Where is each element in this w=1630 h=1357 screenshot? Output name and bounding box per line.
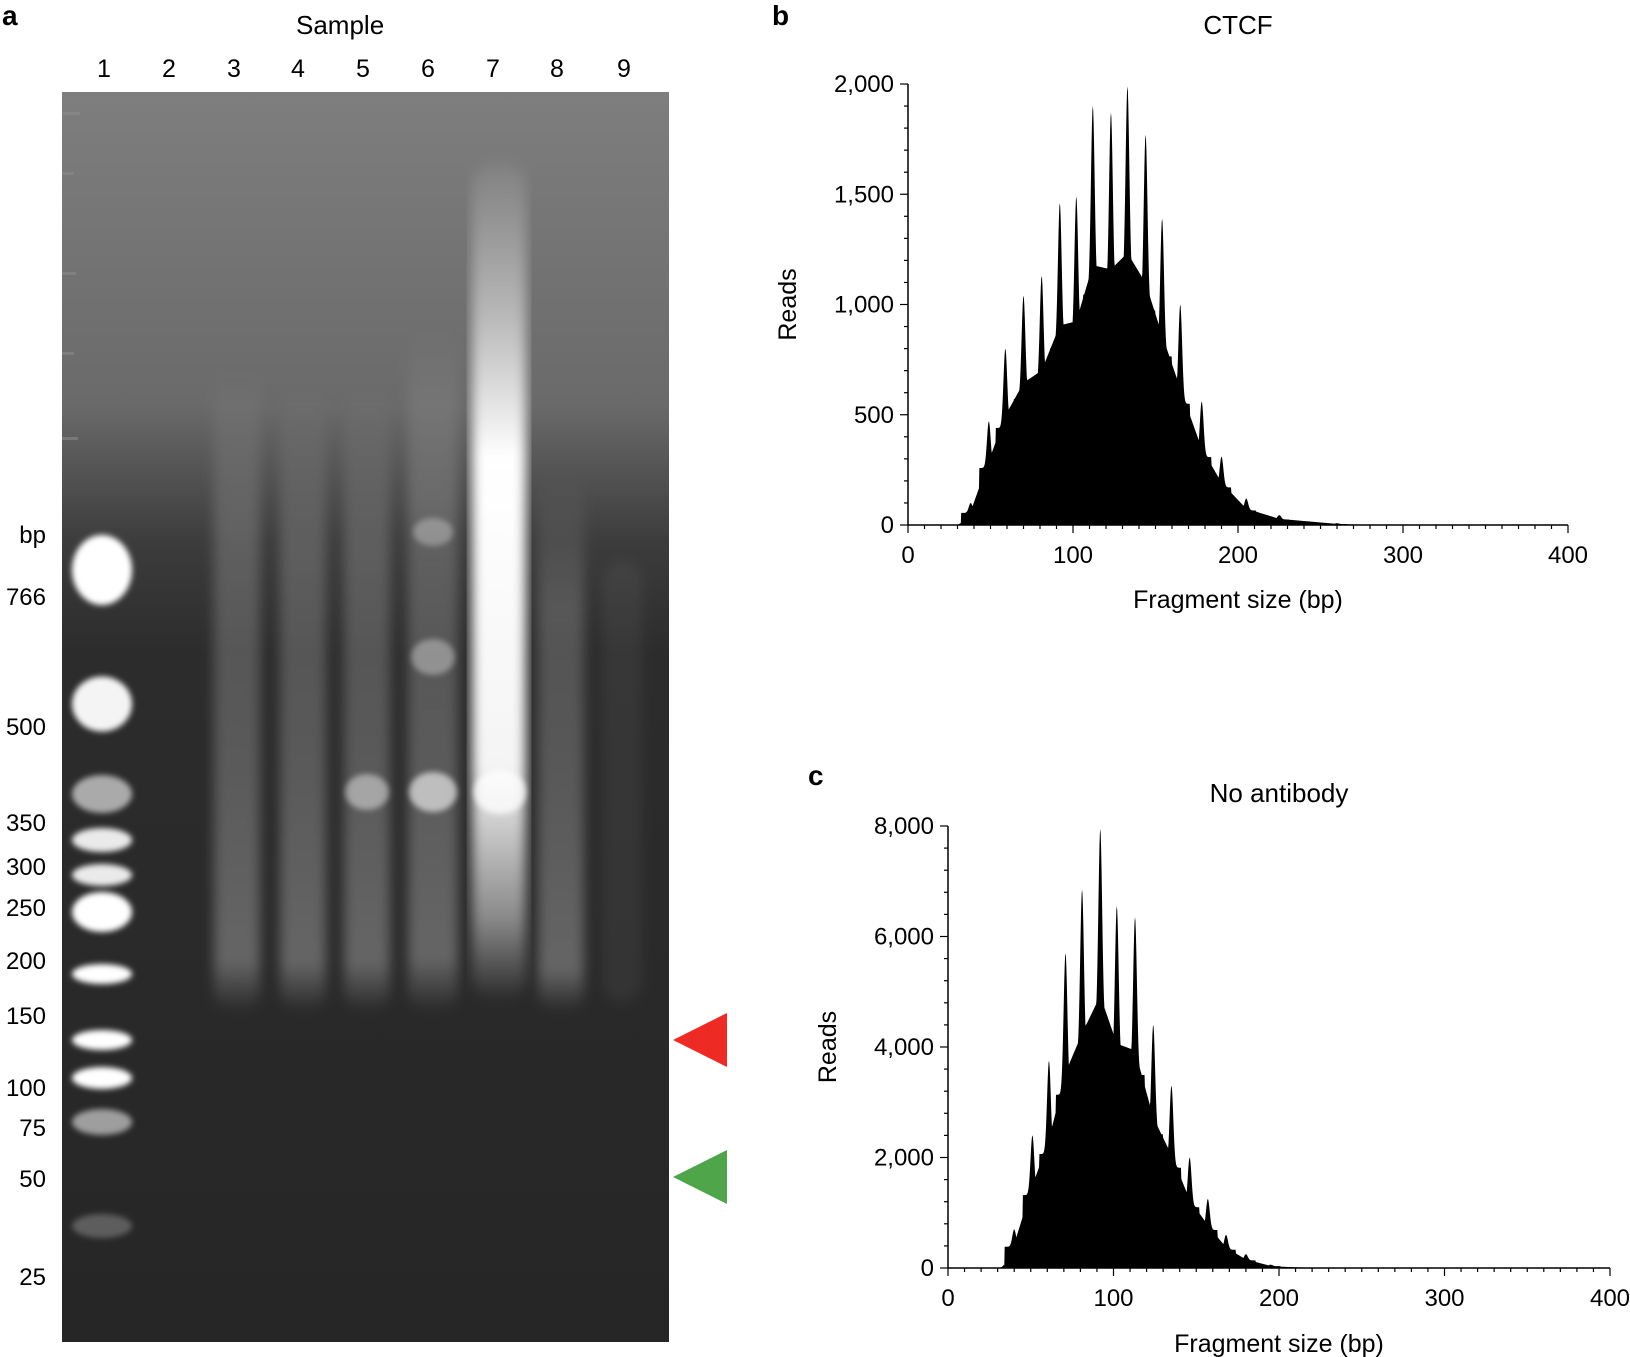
lane-number: 9	[617, 55, 631, 83]
x-tick-label: 400	[1590, 1285, 1630, 1312]
ladder-size-label: 766	[5, 584, 46, 611]
ladder-size-label: 500	[5, 714, 46, 741]
ladder-band	[72, 676, 132, 732]
ladder-size-label: 50	[19, 1166, 46, 1193]
ladder-band	[72, 1067, 132, 1089]
red-arrowhead	[673, 1013, 727, 1067]
lane-number: 1	[97, 55, 111, 83]
no-antibody-chart: No antibody 0 2,000 4,000 6,000 8,000 0 100 200 3…	[814, 778, 1630, 1357]
x-tick-label: 200	[1218, 542, 1258, 569]
ladder-band	[72, 535, 132, 605]
lane-number: 2	[162, 55, 176, 83]
x-tick-label: 400	[1548, 542, 1588, 569]
ladder-band	[72, 828, 132, 852]
ladder-band	[72, 1109, 132, 1135]
lane-number: 4	[291, 55, 305, 83]
ctcf-chart: CTCF 0 500 1,000 1,500 2,000 0 100 200 300 400 Frag…	[774, 10, 1588, 614]
x-tick-label: 300	[1383, 542, 1423, 569]
bp-unit-label: bp	[19, 522, 46, 549]
y-tick-label: 4,000	[874, 1034, 934, 1061]
ladder-band	[72, 864, 132, 886]
panel-b-letter: b	[772, 0, 790, 31]
y-axis-title: Reads	[774, 268, 802, 340]
histogram-area	[941, 86, 1403, 525]
lane-number: 5	[356, 55, 370, 83]
sample-title: Sample	[296, 10, 385, 40]
gel-image	[62, 92, 669, 1342]
y-tick-label: 2,000	[874, 1145, 934, 1172]
x-axis-title: Fragment size (bp)	[1174, 1330, 1384, 1357]
y-tick-label: 2,000	[834, 71, 894, 98]
lane-number: 6	[421, 55, 435, 83]
lane-number: 8	[550, 55, 564, 83]
y-tick-label: 8,000	[874, 813, 934, 840]
y-tick-label: 0	[881, 512, 894, 539]
green-arrowhead	[673, 1150, 727, 1204]
y-tick-label: 1,500	[834, 181, 894, 208]
x-tick-label: 300	[1424, 1285, 1464, 1312]
x-tick-label: 0	[941, 1285, 954, 1312]
ladder-size-label: 200	[5, 948, 46, 975]
ladder-size-label: 300	[5, 854, 46, 881]
ladder-size-label: 150	[5, 1003, 46, 1030]
x-tick-label: 0	[901, 542, 914, 569]
panel-c-letter: c	[808, 760, 824, 791]
y-axis-title: Reads	[814, 1011, 842, 1083]
ladder-size-label: 350	[5, 810, 46, 837]
ladder-size-label: 250	[5, 895, 46, 922]
ladder-band	[72, 775, 132, 813]
ladder-band	[72, 1030, 132, 1050]
x-tick-label: 100	[1093, 1285, 1133, 1312]
y-tick-label: 1,000	[834, 292, 894, 319]
y-tick-label: 500	[854, 402, 894, 429]
x-axis-title: Fragment size (bp)	[1133, 586, 1343, 614]
chart-title: CTCF	[1203, 10, 1272, 40]
y-tick-label: 0	[921, 1255, 934, 1282]
chart-title: No antibody	[1210, 778, 1349, 808]
panel-a-letter: a	[2, 0, 18, 31]
lane-number: 3	[227, 55, 241, 83]
ladder-band	[72, 892, 132, 932]
histogram-area	[981, 828, 1445, 1268]
lane-number: 7	[486, 55, 500, 83]
y-tick-label: 6,000	[874, 924, 934, 951]
x-tick-label: 200	[1259, 1285, 1299, 1312]
ladder-band	[72, 1214, 132, 1238]
ladder-band	[72, 964, 132, 984]
ladder-size-label: 25	[19, 1264, 46, 1291]
ladder-size-label: 75	[19, 1115, 46, 1142]
x-tick-label: 100	[1053, 542, 1093, 569]
ladder-size-label: 100	[5, 1075, 46, 1102]
